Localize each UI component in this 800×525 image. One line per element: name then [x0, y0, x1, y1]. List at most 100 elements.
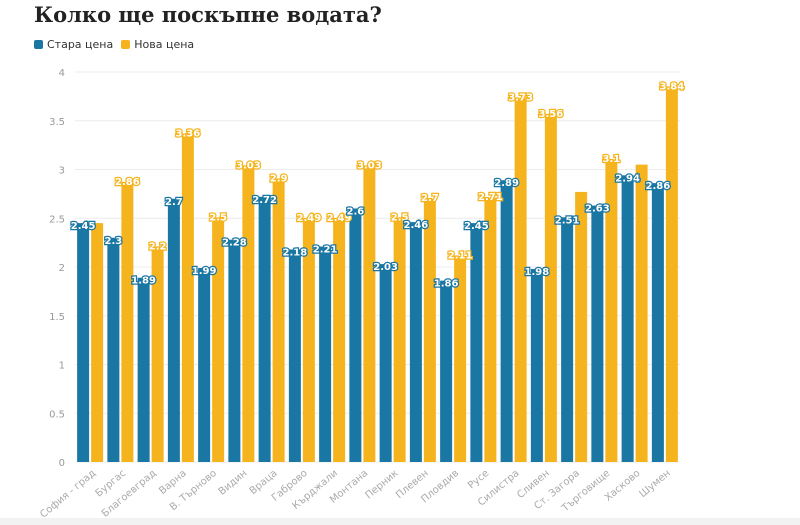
bar-new — [635, 164, 648, 462]
bar-new — [605, 159, 618, 462]
data-label-new: 2.5 — [209, 212, 227, 223]
bar-old — [167, 198, 180, 462]
bar-new — [575, 191, 588, 463]
bar-new — [91, 223, 104, 462]
data-label-new: 2.49 — [297, 213, 322, 224]
data-label-new: 3.03 — [357, 161, 382, 172]
bar-new — [544, 114, 557, 463]
x-tick-label: Русе — [466, 468, 491, 492]
bar-old — [561, 217, 574, 462]
bar-old — [409, 222, 422, 462]
data-label-new: 2.5 — [391, 212, 409, 223]
scrollbar-area — [0, 518, 800, 525]
bar-old — [440, 280, 453, 462]
data-label-new: 3.73 — [508, 92, 533, 103]
bar-new — [151, 247, 164, 462]
legend-label-old: Стара цена — [47, 38, 114, 51]
y-tick-label: 1.5 — [49, 312, 65, 323]
data-label-old: 2.3 — [105, 236, 123, 247]
bar-old — [258, 196, 271, 463]
data-label-new: 2.7 — [421, 193, 439, 204]
data-label-old: 2.46 — [404, 220, 429, 231]
x-tick-label: София - град — [38, 468, 98, 521]
data-label-new: 3.36 — [176, 128, 201, 139]
bar-old — [77, 223, 90, 462]
legend-label-new: Нова цена — [134, 38, 195, 51]
data-label-new: 2.86 — [115, 177, 140, 188]
bar-new — [272, 179, 285, 462]
data-label-old: 2.45 — [71, 221, 96, 232]
bar-new — [333, 219, 346, 462]
y-tick-label: 2 — [59, 263, 65, 274]
bar-new — [665, 87, 678, 462]
data-label-old: 2.21 — [313, 245, 338, 256]
bar-old — [349, 208, 362, 462]
y-tick-label: 3 — [59, 166, 65, 177]
bar-new — [393, 218, 406, 462]
y-tick-label: 0 — [59, 458, 65, 469]
data-label-new: 2.11 — [448, 250, 473, 261]
bar-new — [242, 166, 255, 462]
data-label-old: 2.6 — [347, 207, 365, 218]
x-tick-label: Шумен — [637, 468, 672, 500]
data-label-old: 2.51 — [555, 215, 580, 226]
bar-new — [212, 218, 225, 462]
x-tick-label: Видин — [217, 468, 250, 498]
data-label-old: 2.72 — [252, 195, 277, 206]
bar-new — [363, 166, 376, 462]
data-label-old: 2.45 — [464, 221, 489, 232]
data-label-old: 2.94 — [615, 173, 640, 184]
y-tick-label: 0.5 — [49, 409, 65, 420]
bar-new — [454, 256, 467, 462]
legend-swatch-old — [34, 40, 43, 49]
legend-new[interactable]: Нова цена — [121, 38, 194, 51]
data-label-old: 2.89 — [494, 178, 519, 189]
bar-new — [302, 219, 315, 462]
bar-old — [591, 205, 604, 462]
data-label-old: 2.7 — [165, 197, 183, 208]
x-tick-label: Перник — [364, 468, 401, 502]
data-label-old: 1.89 — [131, 276, 156, 287]
bar-new — [514, 98, 527, 462]
bar-old — [651, 183, 664, 462]
bar-old — [470, 223, 483, 462]
chart-title: Колко ще поскъпне водата? — [34, 2, 382, 27]
bar-old — [500, 180, 513, 462]
x-tick-label: Благоевград — [100, 468, 159, 520]
bar-old — [107, 237, 120, 462]
data-label-new: 3.03 — [236, 161, 261, 172]
bar-new — [121, 183, 134, 462]
data-label-old: 2.86 — [646, 181, 671, 192]
legend-old[interactable]: Стара цена — [34, 38, 113, 51]
data-label-old: 2.03 — [373, 262, 398, 273]
legend-swatch-new — [121, 40, 131, 49]
data-label-old: 2.28 — [222, 238, 247, 249]
data-label-new: 2.2 — [149, 242, 167, 253]
data-label-new: 3.84 — [660, 82, 685, 93]
y-tick-label: 1 — [59, 361, 65, 372]
y-tick-label: 3.5 — [49, 117, 65, 128]
bar-old — [530, 268, 543, 462]
data-label-new: 2.9 — [270, 173, 288, 184]
bar-old — [198, 267, 211, 462]
bar-old — [137, 277, 150, 462]
bar-old — [379, 264, 392, 462]
data-label-new: 3.56 — [539, 109, 564, 120]
y-tick-label: 2.5 — [49, 214, 65, 225]
data-label-old: 1.86 — [434, 279, 459, 290]
bar-new — [484, 197, 497, 462]
y-tick-label: 4 — [59, 68, 65, 79]
data-label-new: 2.49 — [327, 213, 352, 224]
bar-old — [228, 239, 241, 462]
bar-old — [319, 246, 332, 462]
bar-old — [288, 249, 301, 462]
bar-new — [181, 134, 194, 462]
legend: Стара цена Нова цена — [34, 38, 194, 51]
data-label-new: 2.71 — [478, 192, 503, 203]
bar-old — [621, 175, 634, 462]
data-label-new: 3.1 — [603, 154, 621, 165]
data-label-old: 1.99 — [192, 266, 217, 277]
data-label-old: 1.98 — [525, 267, 550, 278]
data-label-old: 2.18 — [283, 247, 308, 258]
